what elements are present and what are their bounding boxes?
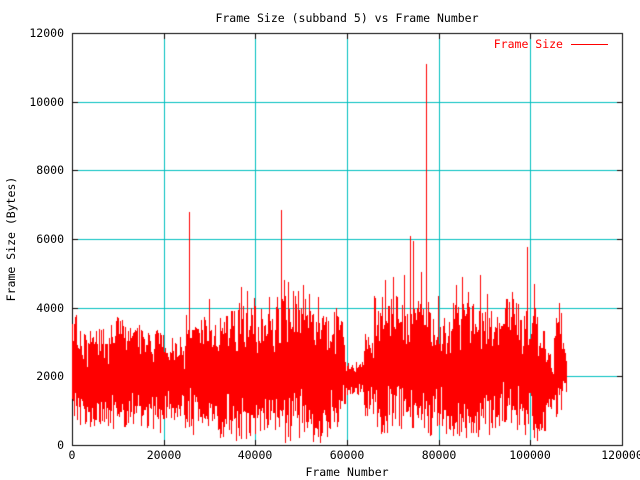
y-tick-label: 4000 bbox=[36, 301, 64, 315]
y-tick-label: 2000 bbox=[36, 369, 64, 383]
y-tick-label: 8000 bbox=[36, 163, 64, 177]
chart-title: Frame Size (subband 5) vs Frame Number bbox=[215, 11, 479, 25]
x-tick-label: 20000 bbox=[146, 448, 182, 462]
y-tick-label: 12000 bbox=[29, 26, 64, 40]
x-tick-label: 0 bbox=[68, 448, 76, 462]
y-tick-label: 0 bbox=[57, 438, 64, 452]
y-axis-label: Frame Size (Bytes) bbox=[4, 176, 18, 302]
x-tick-label: 120000 bbox=[601, 448, 640, 462]
x-tick-label: 80000 bbox=[421, 448, 457, 462]
y-tick-label: 6000 bbox=[36, 232, 64, 246]
legend-entry-label: Frame Size bbox=[493, 37, 563, 51]
legend-line-sample bbox=[571, 43, 608, 45]
x-tick-label: 100000 bbox=[509, 448, 551, 462]
x-tick-label: 40000 bbox=[237, 448, 273, 462]
legend: Frame Size bbox=[493, 37, 608, 51]
x-axis-label: Frame Number bbox=[305, 465, 389, 479]
x-tick-label: 60000 bbox=[329, 448, 365, 462]
y-tick-label: 10000 bbox=[29, 95, 64, 109]
